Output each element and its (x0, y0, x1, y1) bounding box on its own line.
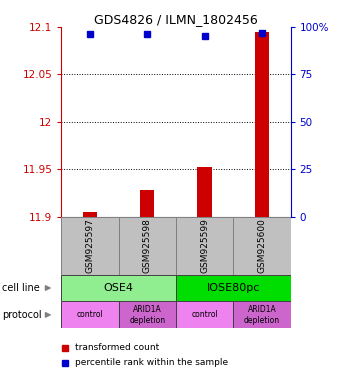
Bar (176, 217, 233, 275)
Text: GSM925598: GSM925598 (143, 218, 152, 273)
Text: protocol: protocol (2, 310, 41, 320)
Bar (197, 167, 212, 217)
Bar (233, 217, 290, 275)
Text: OSE4: OSE4 (104, 283, 134, 293)
Text: ARID1A
depletion: ARID1A depletion (244, 305, 280, 324)
Bar (119, 217, 176, 275)
Text: control: control (191, 310, 218, 319)
Bar (119, 301, 176, 328)
Bar (61, 275, 176, 301)
Text: IOSE80pc: IOSE80pc (206, 283, 260, 293)
Text: cell line: cell line (2, 283, 40, 293)
Text: transformed count: transformed count (75, 343, 160, 352)
Text: ARID1A
depletion: ARID1A depletion (129, 305, 165, 324)
Text: percentile rank within the sample: percentile rank within the sample (75, 358, 228, 367)
Bar (140, 190, 154, 217)
Bar (233, 301, 290, 328)
Text: GSM925599: GSM925599 (200, 218, 209, 273)
Title: GDS4826 / ILMN_1802456: GDS4826 / ILMN_1802456 (94, 13, 258, 26)
Bar (176, 275, 290, 301)
Bar (255, 31, 269, 217)
Bar (83, 212, 97, 217)
Text: control: control (77, 310, 103, 319)
Bar (61, 301, 119, 328)
Text: GSM925600: GSM925600 (257, 218, 266, 273)
Text: GSM925597: GSM925597 (85, 218, 94, 273)
Bar (176, 301, 233, 328)
Bar (61, 217, 119, 275)
